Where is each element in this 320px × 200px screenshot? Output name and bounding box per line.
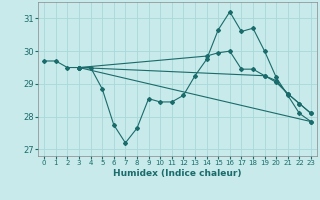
X-axis label: Humidex (Indice chaleur): Humidex (Indice chaleur) bbox=[113, 169, 242, 178]
